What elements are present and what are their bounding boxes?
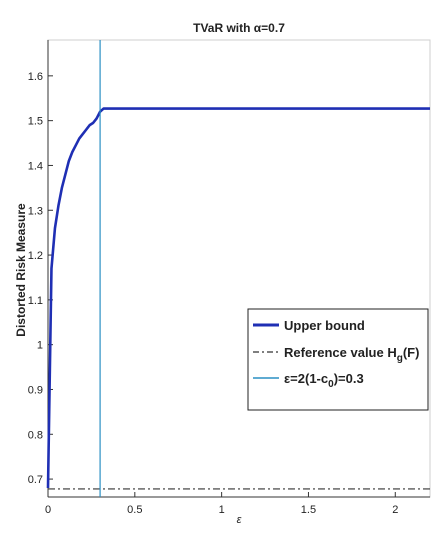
x-tick-label-3: 1.5 xyxy=(301,504,316,516)
y-tick-label-7: 1.4 xyxy=(28,160,43,172)
legend: Upper bound Reference value Hg(F) ε=2(1-… xyxy=(247,308,429,411)
y-axis-label: Distorted Risk Measure xyxy=(14,203,28,337)
y-tick-label-0: 0.7 xyxy=(28,474,43,486)
legend-label-epsilon: ε=2(1-c0)=0.3 xyxy=(284,371,364,390)
legend-ref-prefix: Reference value H xyxy=(284,345,397,360)
x-tick-label-0: 0 xyxy=(45,504,51,516)
legend-eps-prefix: ε=2(1-c xyxy=(284,371,328,386)
y-tick-label-6: 1.3 xyxy=(28,205,43,217)
y-tick-label-3: 1 xyxy=(37,340,43,352)
legend-eps-suffix: )=0.3 xyxy=(334,371,364,386)
axis-ticks: 0 0.5 1 1.5 2 0.7 0.8 0.9 1 1.1 1.2 1.3 1.4 1.5 1.6 xyxy=(28,71,399,516)
y-tick-label-4: 1.1 xyxy=(28,295,43,307)
legend-label-upper-bound: Upper bound xyxy=(284,318,365,333)
legend-label-reference: Reference value Hg(F) xyxy=(284,345,419,364)
y-tick-label-8: 1.5 xyxy=(28,116,43,128)
series-group xyxy=(46,40,430,497)
y-tick-label-9: 1.6 xyxy=(28,71,43,83)
x-tick-label-1: 0.5 xyxy=(127,504,142,516)
legend-eps-sub: 0 xyxy=(328,379,334,390)
legend-ref-suffix: (F) xyxy=(403,345,420,360)
x-tick-label-2: 1 xyxy=(219,504,225,516)
series-upper-bound xyxy=(46,107,430,489)
chart-title: TVaR with α=0.7 xyxy=(193,21,285,35)
y-tick-label-5: 1.2 xyxy=(28,250,43,262)
y-tick-label-2: 0.9 xyxy=(28,384,43,396)
x-axis-label: ε xyxy=(237,514,242,526)
y-tick-label-1: 0.8 xyxy=(28,429,43,441)
x-tick-label-4: 2 xyxy=(392,504,398,516)
legend-ref-sub: g xyxy=(397,353,403,364)
